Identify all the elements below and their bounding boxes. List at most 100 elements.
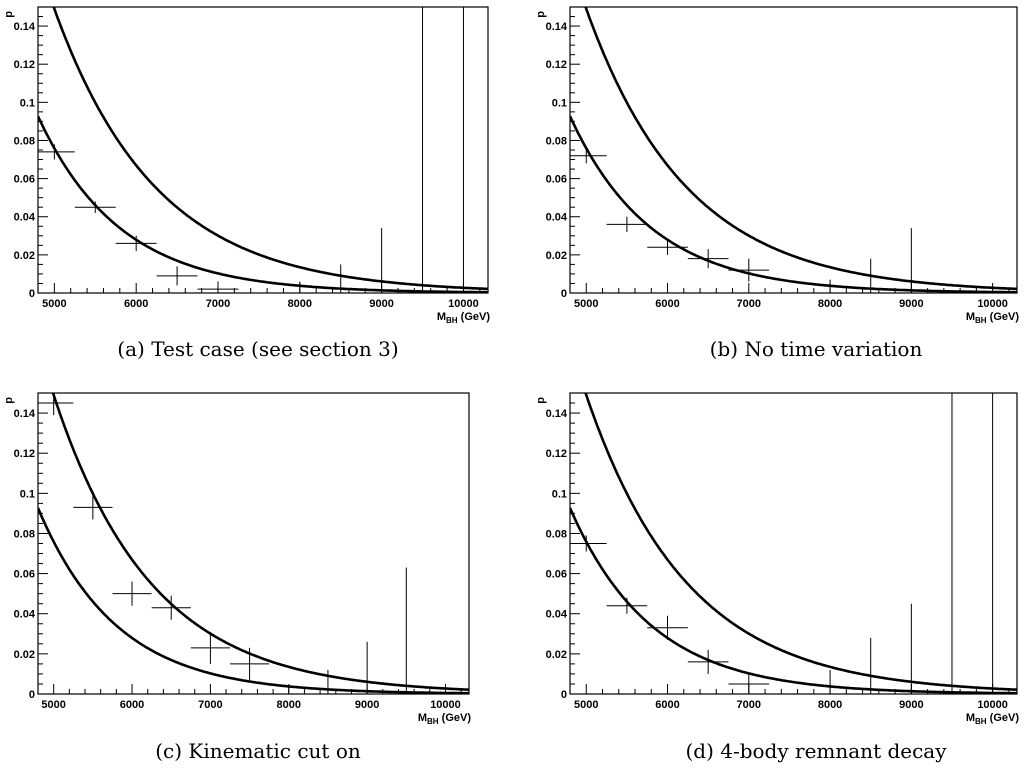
y-tick-label: 0.1	[552, 97, 567, 109]
x-tick-label: 8000	[818, 298, 842, 310]
y-tick-label: 0.14	[14, 21, 36, 33]
curve-a-2	[38, 115, 488, 293]
data-point-d-3	[647, 615, 688, 640]
y-tick-label: 0.02	[546, 649, 567, 661]
x-tick-label: 9000	[369, 298, 393, 310]
curve-d-1	[584, 393, 1017, 691]
x-tick-label: 6000	[655, 298, 679, 310]
x-tick-label: 7000	[737, 298, 761, 310]
x-tick-label: 7000	[206, 298, 230, 310]
y-tick-label: 0.12	[546, 448, 567, 460]
y-tick-label: 0.06	[14, 174, 35, 186]
y-tick-label: 0.04	[546, 212, 568, 224]
data-point-a-4	[156, 266, 198, 286]
plot-panel-d: 0 0.02 0.04 0.06 0.08 0.1 0.12 0.14 5000 6000 7000…	[514, 386, 1029, 773]
x-axis-title: MBH (GeV)	[418, 712, 471, 726]
x-tick-label: 9000	[899, 298, 923, 310]
y-tick-label: 0.14	[14, 408, 36, 420]
y-tick-label: 0.14	[546, 408, 568, 420]
data-point-b-3	[647, 239, 688, 255]
x-tick-label: 8000	[288, 298, 312, 310]
x-tick-label: 6000	[120, 699, 144, 711]
x-tick-label: 10000	[977, 298, 1008, 310]
data-point-c-5	[190, 631, 230, 664]
plot-frame-a	[37, 6, 489, 294]
x-tick-label: 9000	[355, 699, 379, 711]
x-tick-label: 5000	[574, 298, 598, 310]
y-tick-label: 0.04	[546, 609, 568, 621]
x-axis-title: MBH (GeV)	[966, 712, 1019, 726]
y-axis-title: p	[3, 397, 15, 404]
plot-panel-b: 0 0.02 0.04 0.06 0.08 0.1 0.12 0.14 5000 6000 7000…	[514, 0, 1029, 386]
y-tick-label: 0.1	[20, 488, 35, 500]
y-tick-label: 0.14	[546, 21, 568, 33]
x-tick-label: 5000	[41, 699, 65, 711]
caption-a: (a) Test case (see section 3)	[117, 337, 399, 361]
curve-b-1	[584, 7, 1017, 291]
x-tick-label: 7000	[198, 699, 222, 711]
curve-d-2	[570, 507, 1017, 694]
x-axis-title: MBH (GeV)	[966, 311, 1019, 325]
caption-b: (b) No time variation	[709, 337, 923, 361]
plot-a: 0 0.02 0.04 0.06 0.08 0.1 0.12 0.14 5000 6000 7000…	[3, 6, 490, 325]
curve-a-1	[52, 7, 488, 291]
data-point-b-1	[570, 148, 607, 164]
y-tick-label: 0.1	[20, 97, 35, 109]
data-point-c-3	[112, 581, 152, 606]
y-tick-label: 0.04	[14, 609, 36, 621]
y-tick-label: 0.08	[14, 528, 35, 540]
y-tick-label: 0.12	[546, 59, 567, 71]
x-tick-label: 10000	[977, 699, 1008, 711]
y-axis-title: p	[535, 11, 547, 18]
x-tick-label: 8000	[818, 699, 842, 711]
data-point-d-1	[570, 535, 607, 552]
curve-b-2	[570, 115, 1017, 293]
plot-frame-b	[569, 6, 1018, 294]
y-tick-label: 0	[29, 689, 35, 701]
x-tick-label: 10000	[430, 699, 461, 711]
data-point-a-1	[38, 144, 75, 160]
y-axis-title: p	[3, 11, 15, 18]
y-tick-label: 0.06	[546, 569, 567, 581]
data-point-c-6	[229, 647, 270, 680]
y-tick-label: 0.02	[14, 649, 35, 661]
y-tick-label: 0	[561, 689, 567, 701]
y-tick-label: 0.06	[546, 174, 567, 186]
x-tick-label: 5000	[574, 699, 598, 711]
plot-panel-a: 0 0.02 0.04 0.06 0.08 0.1 0.12 0.14 5000 6000 7000…	[0, 0, 514, 386]
x-tick-label: 9000	[899, 699, 923, 711]
plot-panel-c: 0 0.02 0.04 0.06 0.08 0.1 0.12 0.14 5000 6000 7000…	[0, 386, 514, 773]
y-tick-label: 0.12	[14, 59, 35, 71]
x-axis-title: MBH (GeV)	[437, 311, 490, 325]
y-tick-label: 0.12	[14, 448, 35, 460]
y-tick-label: 0.06	[14, 569, 35, 581]
y-tick-label: 0.08	[546, 528, 567, 540]
caption-c: (c) Kinematic cut on	[155, 739, 361, 763]
y-tick-label: 0	[561, 288, 567, 300]
data-point-a-5	[197, 281, 239, 293]
data-point-b-4	[687, 249, 729, 269]
plot-b: 0 0.02 0.04 0.06 0.08 0.1 0.12 0.14 5000 6000 7000…	[535, 6, 1019, 325]
plot-c: 0 0.02 0.04 0.06 0.08 0.1 0.12 0.14 5000 6000 7000…	[3, 392, 471, 726]
data-point-d-4	[687, 649, 729, 674]
data-point-a-3	[115, 235, 157, 252]
curve-c-2	[38, 507, 469, 694]
x-tick-label: 8000	[277, 699, 301, 711]
y-tick-label: 0	[29, 288, 35, 300]
y-tick-label: 0.02	[546, 250, 567, 262]
x-tick-label: 5000	[42, 298, 66, 310]
data-point-c-4	[151, 595, 191, 620]
data-point-c-2	[73, 495, 113, 520]
data-point-c-1	[38, 393, 74, 416]
y-tick-label: 0.1	[552, 488, 567, 500]
data-point-d-5	[728, 673, 770, 694]
y-tick-label: 0.08	[14, 135, 35, 147]
x-tick-label: 10000	[448, 298, 479, 310]
x-tick-label: 6000	[655, 699, 679, 711]
data-point-b-5	[728, 258, 770, 282]
y-tick-label: 0.04	[14, 212, 36, 224]
x-tick-label: 6000	[124, 298, 148, 310]
y-tick-label: 0.02	[14, 250, 35, 262]
plot-d: 0 0.02 0.04 0.06 0.08 0.1 0.12 0.14 5000 6000 7000…	[535, 392, 1019, 726]
curve-c-1	[51, 393, 469, 691]
